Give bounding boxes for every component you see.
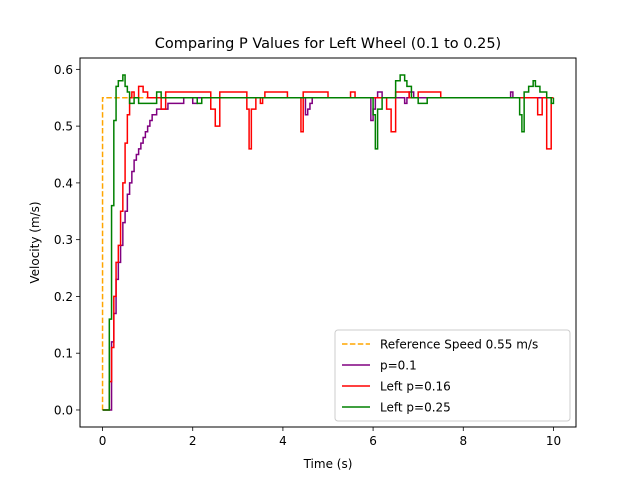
y-tick-label: 0.6 — [54, 63, 73, 77]
y-tick-label: 0.3 — [54, 233, 73, 247]
plot-area — [101, 74, 555, 411]
y-axis-label: Velocity (m/s) — [28, 201, 42, 283]
y-tick-label: 0.2 — [54, 290, 73, 304]
x-tick-label: 0 — [99, 434, 107, 448]
plot-frame — [79, 57, 577, 428]
legend-box — [334, 329, 571, 422]
legend: Reference Speed 0.55 m/s p=0.1 Left p=0.16… — [334, 329, 571, 422]
legend-label-2: Left p=0.16 — [380, 380, 451, 394]
y-tick-label: 0.0 — [54, 403, 73, 417]
chart-title: Comparing P Values for Left Wheel (0.1 t… — [155, 36, 501, 52]
series-line-2 — [102, 85, 554, 411]
x-tick-label: 6 — [369, 434, 377, 448]
series-line-3 — [102, 74, 555, 411]
x-tick-label: 2 — [189, 434, 197, 448]
y-tick-label: 0.4 — [54, 176, 73, 190]
axis-ticks: 0 2 4 6 8 10 0.0 0.1 0.2 0.3 0.4 0.5 0.6 — [54, 63, 561, 448]
legend-label-3: Left p=0.25 — [380, 401, 451, 415]
series-line-0 — [101, 96, 148, 410]
x-tick-label: 8 — [459, 434, 467, 448]
y-tick-label: 0.1 — [54, 347, 73, 361]
legend-label-1: p=0.1 — [380, 359, 417, 373]
x-tick-label: 4 — [279, 434, 287, 448]
y-tick-label: 0.5 — [54, 120, 73, 134]
x-axis-label: Time (s) — [303, 457, 353, 471]
legend-label-0: Reference Speed 0.55 m/s — [380, 338, 538, 352]
x-tick-label: 10 — [546, 434, 561, 448]
